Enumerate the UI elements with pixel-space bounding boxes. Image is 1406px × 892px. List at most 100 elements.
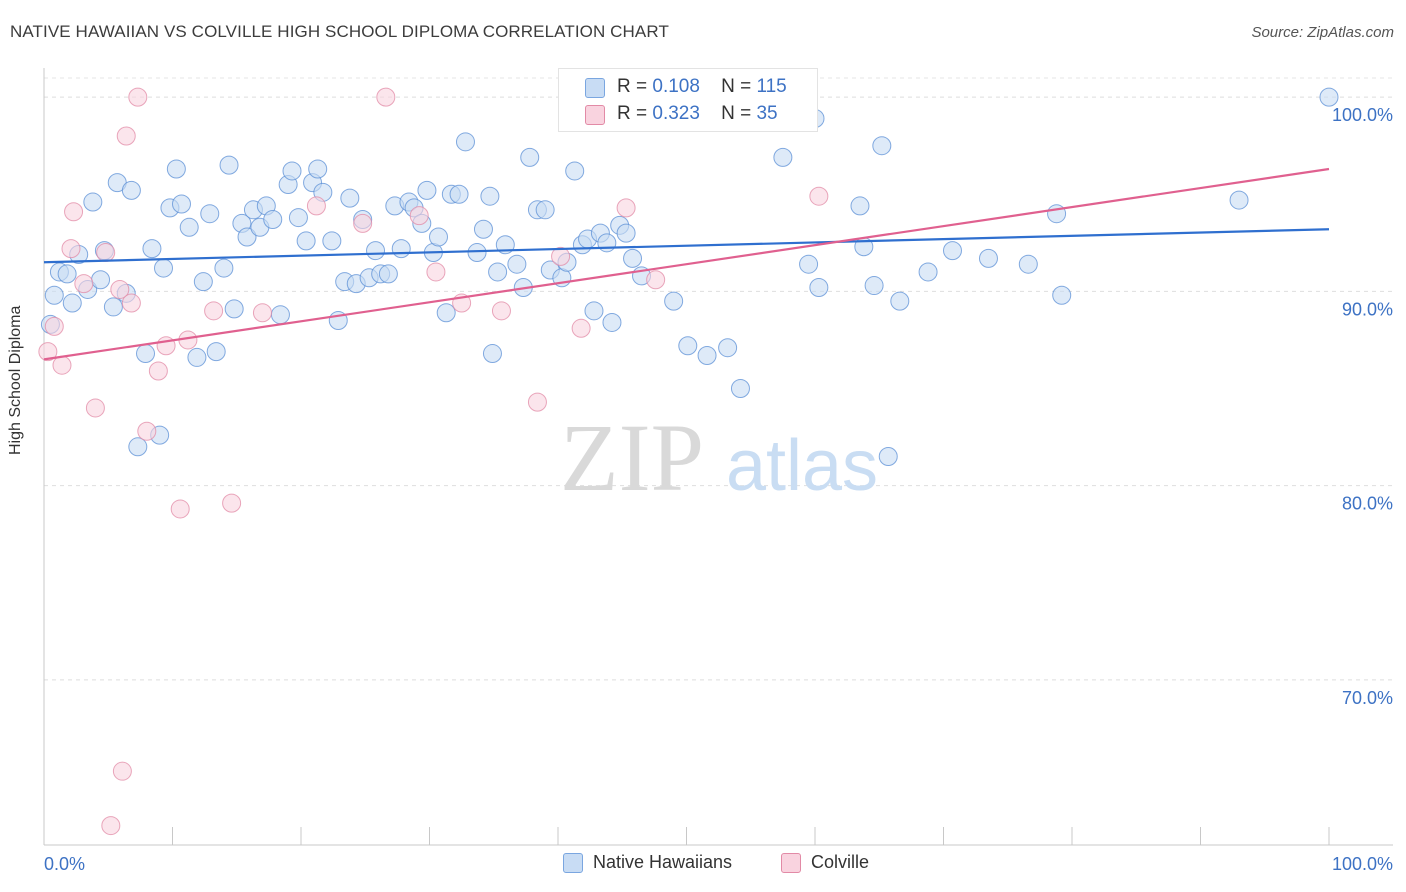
point-native-hawaiians — [597, 233, 617, 253]
n-label: N = — [721, 103, 752, 124]
point-colville — [222, 493, 242, 513]
point-native-hawaiians — [1052, 285, 1072, 305]
point-colville — [96, 243, 116, 263]
point-colville — [61, 239, 81, 259]
point-native-hawaiians — [1018, 254, 1038, 274]
watermark-zip: ZIP — [560, 404, 704, 511]
point-native-hawaiians — [417, 180, 437, 200]
point-native-hawaiians — [206, 342, 226, 362]
point-colville — [121, 293, 141, 313]
watermark: ZIP atlas — [560, 404, 878, 511]
point-native-hawaiians — [872, 136, 892, 156]
legend-swatch-blue — [585, 78, 605, 98]
point-native-hawaiians — [128, 437, 148, 457]
y-tick-label: 80.0% — [1342, 494, 1393, 514]
r-value: 0.108 — [652, 76, 700, 97]
point-native-hawaiians — [214, 258, 234, 278]
point-native-hawaiians — [428, 227, 448, 247]
legend-swatch-pink — [585, 105, 605, 125]
point-colville — [112, 761, 132, 781]
point-native-hawaiians — [193, 272, 213, 292]
point-native-hawaiians — [83, 192, 103, 212]
point-native-hawaiians — [473, 219, 493, 239]
source-label: Source: ZipAtlas.com — [1251, 24, 1394, 41]
point-native-hawaiians — [480, 186, 500, 206]
point-colville — [306, 196, 326, 216]
point-native-hawaiians — [136, 344, 156, 364]
point-native-hawaiians — [616, 223, 636, 243]
point-native-hawaiians — [584, 301, 604, 321]
point-native-hawaiians — [91, 270, 111, 290]
x-tick-label: 100.0% — [1332, 854, 1393, 874]
regression-line-native-hawaiians — [43, 228, 1330, 264]
point-native-hawaiians — [942, 241, 962, 261]
point-native-hawaiians — [200, 204, 220, 224]
legend-item-colville[interactable]: Colville — [781, 852, 869, 873]
n-value: 35 — [756, 103, 778, 124]
point-native-hawaiians — [296, 231, 316, 251]
point-native-hawaiians — [103, 297, 123, 317]
point-native-hawaiians — [718, 338, 738, 358]
point-native-hawaiians — [1319, 87, 1339, 107]
point-native-hawaiians — [62, 293, 82, 313]
legend-item-native-hawaiians[interactable]: Native Hawaiians — [563, 852, 732, 873]
n-value: 115 — [756, 76, 787, 97]
point-native-hawaiians — [565, 161, 585, 181]
point-native-hawaiians — [57, 264, 77, 284]
point-native-hawaiians — [121, 180, 141, 200]
point-native-hawaiians — [166, 159, 186, 179]
point-native-hawaiians — [488, 262, 508, 282]
point-colville — [551, 246, 571, 266]
point-native-hawaiians — [187, 347, 207, 367]
point-native-hawaiians — [535, 200, 555, 220]
point-native-hawaiians — [864, 276, 884, 296]
n-label: N = — [721, 76, 752, 97]
point-colville — [409, 206, 429, 226]
regression-line-colville — [43, 167, 1330, 361]
point-colville — [137, 421, 157, 441]
point-native-hawaiians — [391, 239, 411, 259]
chart-title: NATIVE HAWAIIAN VS COLVILLE HIGH SCHOOL … — [10, 22, 669, 41]
point-colville — [616, 198, 636, 218]
legend-swatch-pink — [781, 852, 801, 873]
correlation-legend: R = 0.108 N = 115 R = 0.323 N = 35 — [558, 68, 818, 132]
point-colville — [128, 87, 148, 107]
x-tick-label: 0.0% — [44, 854, 85, 874]
y-tick-label: 100.0% — [1332, 105, 1393, 125]
point-colville — [491, 301, 511, 321]
point-colville — [170, 499, 190, 519]
point-native-hawaiians — [270, 305, 290, 325]
point-colville — [353, 213, 373, 233]
point-colville — [116, 126, 136, 146]
legend-swatch-blue — [563, 852, 583, 873]
point-colville — [204, 301, 224, 321]
point-native-hawaiians — [978, 248, 998, 268]
point-colville — [74, 274, 94, 294]
legend-label: Colville — [811, 852, 870, 872]
point-native-hawaiians — [678, 336, 698, 356]
point-native-hawaiians — [623, 248, 643, 268]
point-native-hawaiians — [890, 291, 910, 311]
point-native-hawaiians — [455, 132, 475, 152]
point-native-hawaiians — [378, 264, 398, 284]
point-colville — [38, 342, 58, 362]
point-native-hawaiians — [219, 155, 239, 175]
y-tick-label: 70.0% — [1342, 688, 1393, 708]
point-native-hawaiians — [154, 258, 174, 278]
point-native-hawaiians — [237, 227, 257, 247]
point-native-hawaiians — [322, 231, 342, 251]
grid-lines — [44, 77, 1393, 681]
point-native-hawaiians — [436, 303, 456, 323]
point-native-hawaiians — [799, 254, 819, 274]
point-native-hawaiians — [878, 447, 898, 466]
point-colville — [571, 318, 591, 338]
point-native-hawaiians — [730, 379, 750, 399]
point-native-hawaiians — [918, 262, 938, 282]
axes — [43, 68, 1393, 846]
point-colville — [44, 316, 64, 336]
point-native-hawaiians — [142, 239, 162, 259]
data-points — [38, 87, 1339, 836]
point-colville — [85, 398, 105, 418]
point-native-hawaiians — [850, 196, 870, 216]
point-native-hawaiians — [282, 161, 302, 181]
